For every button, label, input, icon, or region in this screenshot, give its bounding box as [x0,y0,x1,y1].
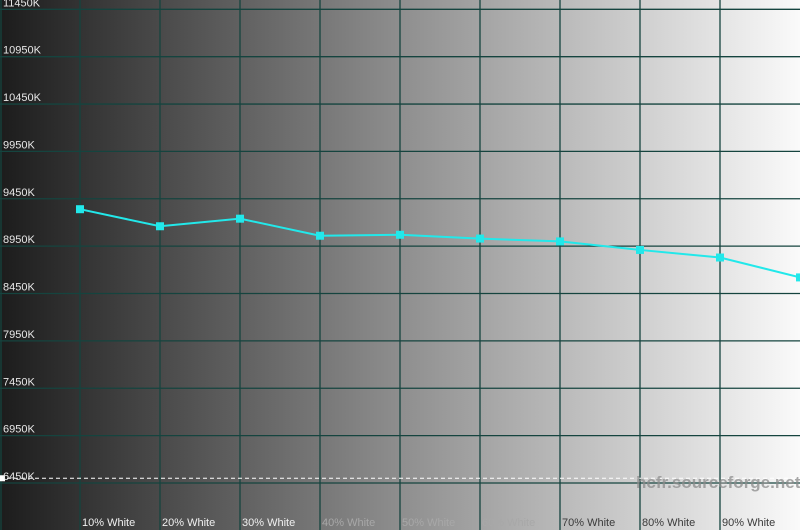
x-tick-label: 80% White [642,517,695,529]
data-point [556,237,564,246]
data-point [236,214,244,223]
x-tick-label: 10% White [82,517,135,529]
x-axis-labels: 10% White 20% White 30% White 40% White 50% … [82,517,775,529]
y-tick-label: 8950K [3,234,35,246]
y-tick-label: 9950K [3,139,35,151]
reference-marker [0,475,5,482]
data-point [796,273,800,282]
data-point [716,253,724,262]
data-point [636,245,644,254]
y-tick-label: 11450K [3,0,41,9]
y-tick-label: 6950K [3,424,35,436]
data-point [76,205,84,214]
data-point [476,234,484,243]
x-tick-label: 50% White [402,517,455,529]
x-tick-label: 60% White [482,517,535,529]
data-point [316,231,324,240]
series [76,205,800,282]
y-tick-label: 7950K [3,329,35,341]
x-tick-label: 70% White [562,517,615,529]
x-tick-label: 40% White [322,517,375,529]
y-tick-label: 6450K [3,471,35,483]
watermark: hcfr.sourceforge.net [636,473,800,492]
reference-line-group [0,475,800,482]
x-tick-label: 30% White [242,517,295,529]
data-point [396,230,404,239]
y-tick-label: 10950K [3,45,42,57]
data-point [156,222,164,231]
y-tick-label: 8450K [3,282,35,294]
y-tick-label: 7450K [3,376,35,388]
y-tick-label: 10450K [3,92,42,104]
y-axis-labels: 11450K 10950K 10450K 9950K 9450K 8950K 8450K 79… [3,0,42,483]
series-line [79,208,800,279]
x-tick-label: 90% White [722,517,775,529]
y-tick-label: 9450K [3,187,35,199]
x-tick-label: 20% White [162,517,215,529]
